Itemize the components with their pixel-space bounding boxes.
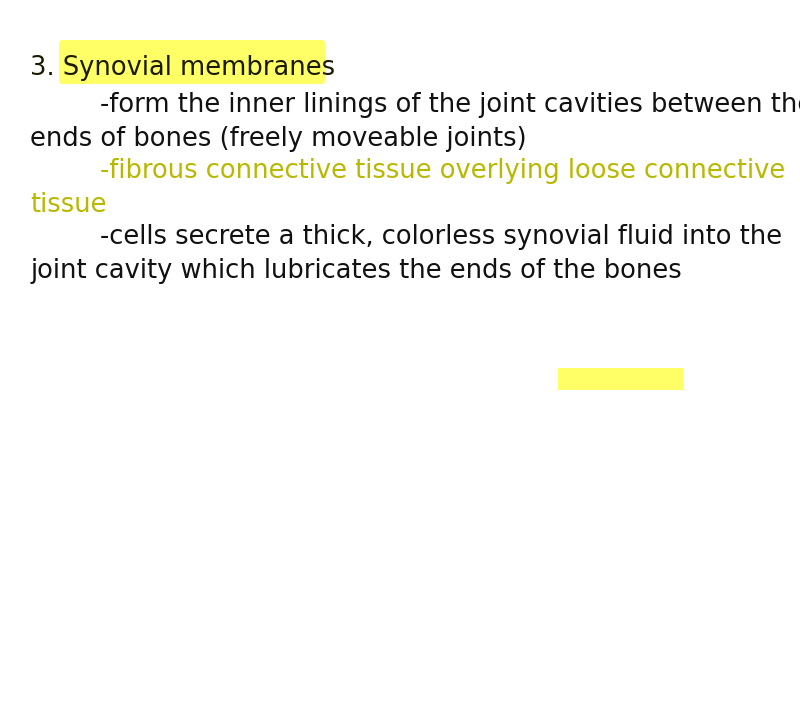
Bar [558,368,684,390]
Text: joint cavity which lubricates the ends of the bones: joint cavity which lubricates the ends o… [30,258,682,284]
Text: -form the inner linings of the joint cavities between the: -form the inner linings of the joint cav… [100,92,800,118]
FancyBboxPatch shape [59,40,325,84]
Text: tissue: tissue [30,192,106,218]
Text: ends of bones (freely moveable joints): ends of bones (freely moveable joints) [30,126,526,152]
Text: -fibrous connective tissue overlying loose connective: -fibrous connective tissue overlying loo… [100,158,786,184]
Text: -cells secrete a thick, colorless synovial fluid into the: -cells secrete a thick, colorless synovi… [100,224,782,250]
Text: 3. Synovial membranes: 3. Synovial membranes [30,55,335,81]
